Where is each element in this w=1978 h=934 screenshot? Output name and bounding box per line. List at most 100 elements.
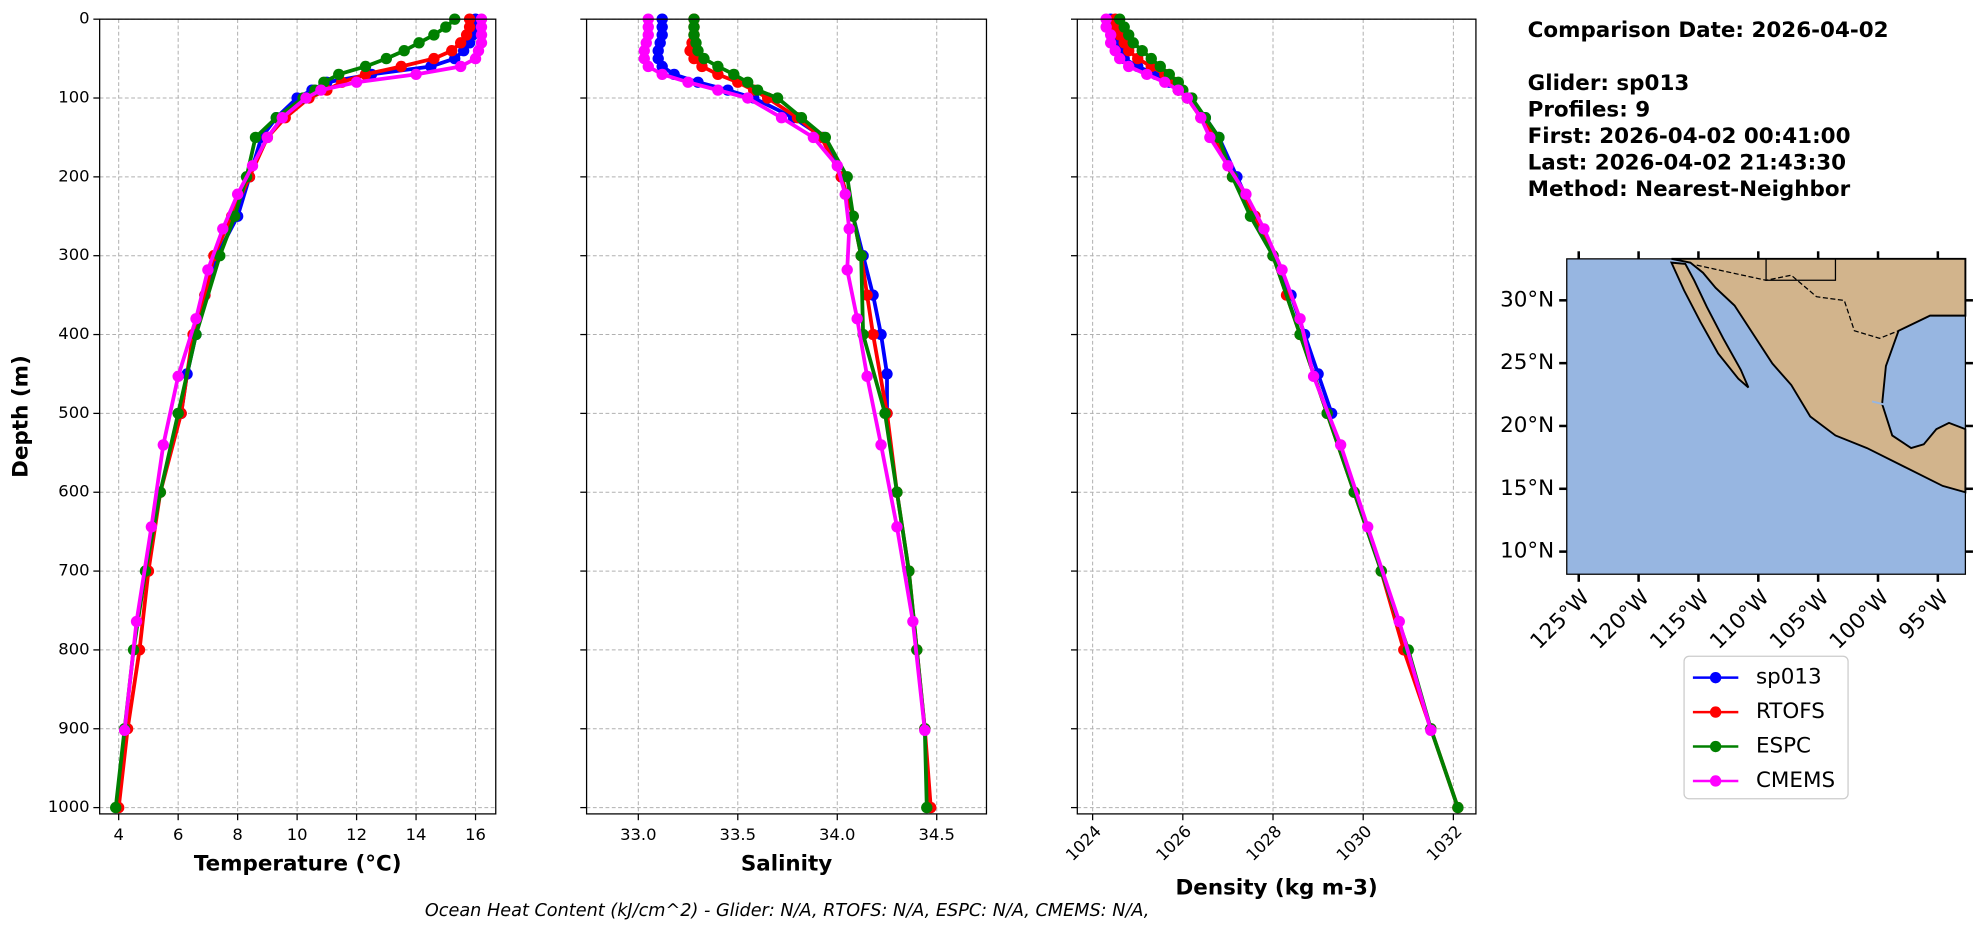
baja-peninsula [1669, 261, 1750, 389]
profile-marker [692, 45, 704, 57]
profile-marker [881, 368, 893, 380]
profile-marker [1294, 313, 1306, 325]
profile-marker [454, 37, 467, 49]
profile-marker [118, 724, 131, 737]
x-tick-label: 8 [232, 825, 242, 844]
profile-marker [875, 328, 887, 341]
profile-marker [861, 289, 873, 301]
profile-marker [712, 84, 724, 96]
x-axis-label: Temperature (°C) [194, 851, 402, 876]
profile-marker [807, 131, 820, 144]
profile-marker [891, 486, 903, 498]
profile-marker [1425, 724, 1437, 737]
profile-marker [315, 84, 327, 96]
profile-marker [656, 68, 668, 81]
profile-marker [249, 131, 262, 144]
profile-marker [819, 131, 832, 144]
profile-marker [261, 131, 274, 144]
profile-marker [1104, 29, 1117, 41]
x-tick-label: 4 [113, 825, 123, 844]
info-line: Method: Nearest-Neighbor [1528, 177, 1851, 202]
x-tick-label: 34.0 [819, 825, 855, 844]
profile-marker [228, 210, 241, 222]
profile-marker [217, 223, 229, 235]
profile-marker [907, 615, 919, 628]
profile-marker [300, 92, 312, 104]
profile-marker [359, 60, 372, 73]
x-tick-label: 14 [406, 825, 427, 844]
y-tick-label: 500 [58, 403, 89, 422]
y-tick-label: 200 [58, 166, 89, 185]
plot-frame [585, 18, 988, 815]
map [1566, 257, 1967, 575]
profile-marker [1136, 45, 1148, 57]
footer: Ocean Heat Content (kJ/cm^2) - Glider: N… [425, 901, 1150, 921]
profile-marker [1362, 521, 1374, 533]
profile-marker [855, 250, 867, 262]
legend-label: CMEMS [1756, 768, 1835, 793]
profile-marker [440, 21, 452, 33]
profile-marker [656, 21, 668, 33]
y-tick-label: 100 [58, 88, 89, 107]
legend-label: RTOFS [1756, 699, 1825, 724]
profile-marker [712, 68, 724, 81]
profile-marker [157, 439, 169, 451]
profile-marker [1141, 68, 1153, 81]
y-tick-label: 400 [58, 324, 89, 343]
map-lat-label: 20°N [1500, 413, 1554, 438]
profile-marker [190, 313, 202, 325]
profile-marker [359, 68, 372, 81]
profile-marker [795, 112, 808, 124]
legend-marker [1709, 671, 1722, 684]
profile-marker [276, 112, 288, 124]
profile-marker [460, 29, 473, 41]
profile-marker [1222, 160, 1234, 172]
y-tick-label: 0 [79, 9, 89, 28]
legend-marker [1709, 706, 1722, 718]
profile-marker [831, 160, 843, 172]
legend-label: sp013 [1756, 665, 1822, 690]
map-lat-label: 30°N [1500, 287, 1554, 312]
map-lat-label: 15°N [1500, 476, 1554, 501]
profile-marker [847, 210, 859, 222]
profile-marker [410, 68, 422, 81]
profile-marker [875, 439, 887, 451]
profile-marker [1244, 210, 1257, 222]
profile-marker [1276, 264, 1288, 276]
profile-marker [843, 223, 855, 235]
comparison-date: Comparison Date: 2026-04-02 [1528, 18, 1889, 43]
profile-marker [841, 171, 853, 183]
profile-marker [1204, 131, 1216, 144]
legend: sp013 RTOFS ESPC CMEMS [1683, 655, 1849, 800]
profile-marker [172, 370, 184, 383]
profile-marker [712, 60, 724, 73]
info-line: First: 2026-04-02 00:41:00 [1528, 124, 1851, 149]
profile-marker [350, 76, 363, 88]
y-tick-label: 600 [58, 482, 89, 501]
profile-marker [638, 45, 650, 57]
profile-marker [698, 52, 710, 65]
profile-marker [642, 60, 654, 73]
profile-marker [867, 328, 879, 341]
profile-marker [145, 521, 158, 533]
profile-marker [652, 45, 664, 57]
profile-marker [446, 45, 458, 57]
profile-marker [475, 29, 488, 41]
profile-marker [1334, 439, 1347, 451]
legend-marker [1709, 775, 1722, 787]
info-line: Glider: sp013 [1528, 71, 1690, 96]
profile-marker [1258, 223, 1270, 235]
profile-marker [1145, 52, 1157, 65]
profile-marker [839, 188, 851, 200]
profile-marker [919, 724, 931, 737]
info-line: Last: 2026-04-02 21:43:30 [1528, 150, 1846, 175]
profile-marker [656, 60, 668, 73]
y-tick-label: 800 [58, 639, 89, 658]
y-tick-label: 1000 [48, 797, 90, 816]
y-tick-label: 700 [58, 561, 89, 580]
x-tick-label: 12 [346, 825, 367, 844]
profile-marker [1127, 37, 1139, 49]
profile-marker [851, 313, 863, 325]
profile-marker [1123, 60, 1135, 73]
